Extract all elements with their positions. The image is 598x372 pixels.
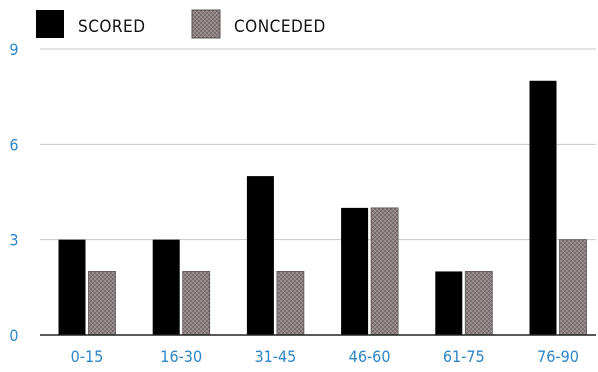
x-tick-label: 0-15	[71, 347, 104, 366]
bar-scored-0-15	[58, 239, 86, 335]
bar-conceded-31-45	[276, 271, 305, 336]
legend-swatch-conceded	[191, 9, 221, 39]
legend-label-scored: SCORED	[78, 17, 146, 37]
legend-swatch-scored	[36, 10, 64, 38]
gridlines	[40, 48, 596, 241]
x-tick-label: 31-45	[254, 347, 296, 366]
bar-scored-76-90	[529, 80, 557, 336]
bar-conceded-16-30	[182, 271, 211, 336]
legend: SCORED CONCEDED	[36, 9, 326, 39]
legend-item-scored: SCORED	[36, 10, 146, 38]
y-tick-label: 3	[9, 231, 18, 250]
bar-conceded-61-75	[464, 271, 493, 336]
y-axis-ticks: 0 3 6 9	[9, 40, 18, 345]
y-tick-label: 0	[9, 326, 18, 345]
bar-scored-61-75	[435, 271, 463, 335]
bars	[58, 80, 587, 336]
legend-label-conceded: CONCEDED	[234, 17, 326, 37]
x-tick-label: 46-60	[349, 347, 391, 366]
x-tick-label: 16-30	[160, 347, 202, 366]
bar-scored-16-30	[152, 239, 180, 335]
y-tick-label: 9	[9, 40, 18, 59]
y-tick-label: 6	[9, 135, 18, 154]
x-tick-label: 61-75	[443, 347, 485, 366]
legend-item-conceded: CONCEDED	[191, 9, 326, 39]
x-axis-ticks: 0-15 16-30 31-45 46-60 61-75 76-90	[71, 347, 579, 366]
bar-scored-46-60	[341, 207, 369, 335]
bar-conceded-46-60	[370, 207, 399, 336]
bar-conceded-0-15	[88, 271, 116, 336]
bar-conceded-76-90	[559, 239, 587, 336]
x-tick-label: 76-90	[537, 347, 579, 366]
bar-scored-31-45	[246, 176, 274, 335]
